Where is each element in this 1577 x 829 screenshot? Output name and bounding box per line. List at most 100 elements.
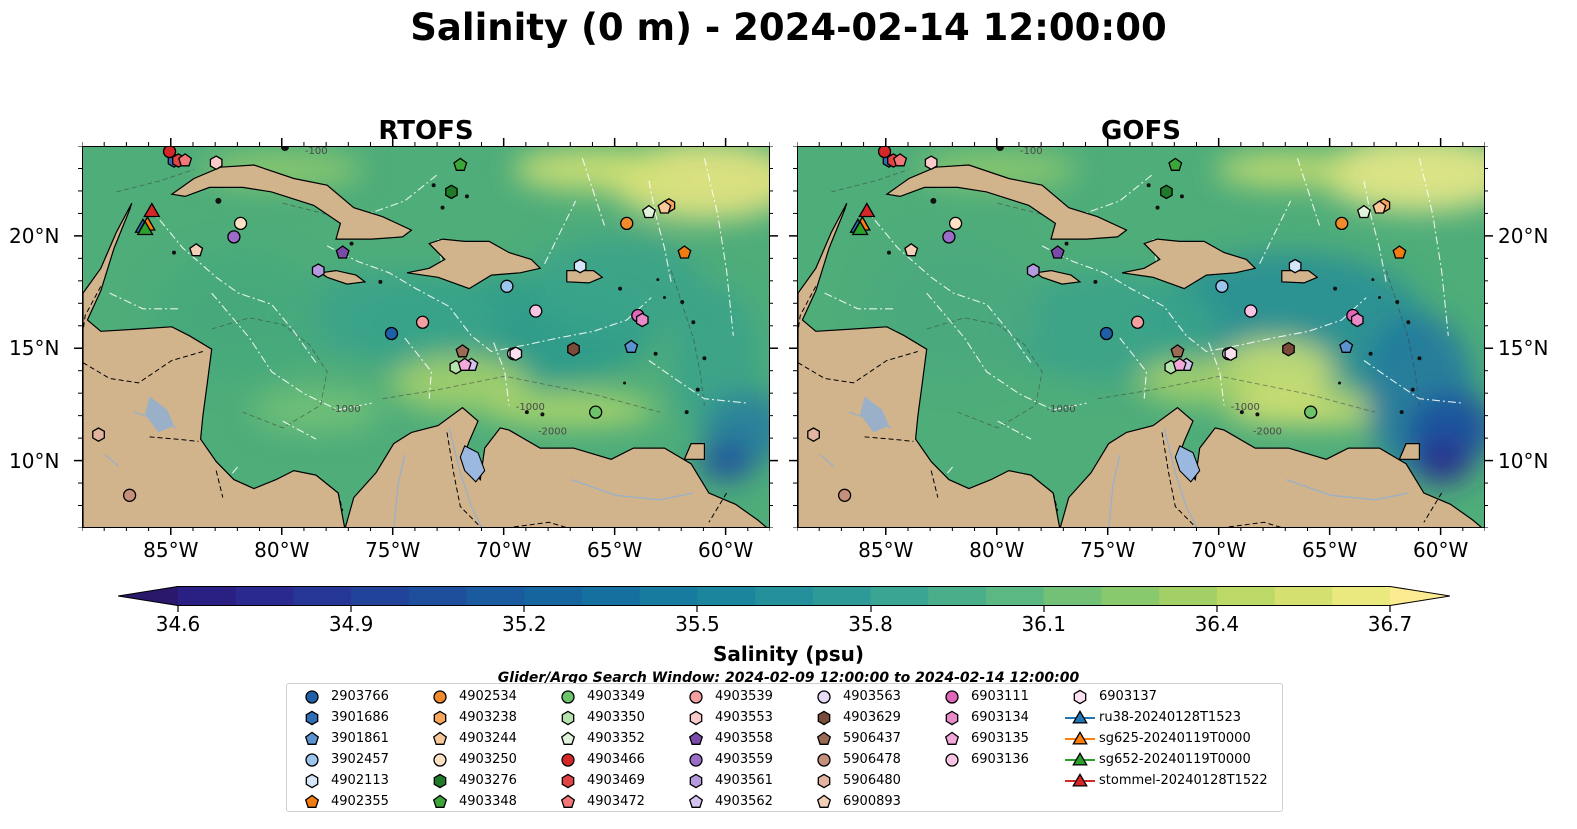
legend-symbol[interactable]: [688, 794, 704, 808]
legend-symbol[interactable]: [560, 731, 576, 745]
legend-symbol[interactable]: [561, 773, 575, 789]
float-4902113[interactable]: [573, 258, 587, 274]
float-5906480[interactable]: [807, 427, 820, 442]
float-5906480[interactable]: [92, 427, 105, 442]
float-4902355[interactable]: [677, 245, 692, 259]
float-3901861[interactable]: [1339, 339, 1354, 353]
legend-symbol[interactable]: [432, 731, 448, 745]
float-4903352[interactable]: [641, 204, 656, 219]
float-4903539[interactable]: [415, 315, 430, 329]
float-6903137[interactable]: [1224, 346, 1238, 362]
float-6903136[interactable]: [1244, 304, 1258, 318]
legend-symbol[interactable]: [561, 690, 575, 704]
legend-symbol[interactable]: [817, 773, 831, 789]
legend-symbol[interactable]: [304, 731, 320, 745]
float-4903250[interactable]: [948, 216, 963, 231]
legend-symbol[interactable]: [816, 731, 832, 745]
float-4903349[interactable]: [589, 405, 603, 419]
float-5906437[interactable]: [455, 344, 470, 358]
glider-stommel-20240128T1522[interactable]: [143, 202, 161, 218]
float-6903137[interactable]: [509, 346, 523, 362]
float-4903472[interactable]: [178, 153, 193, 167]
float-4903561[interactable]: [1026, 263, 1040, 278]
float-4903276[interactable]: [1160, 184, 1173, 200]
legend-symbol[interactable]: [688, 731, 704, 745]
legend-symbol[interactable]: [304, 794, 320, 808]
float-4903466[interactable]: [162, 147, 177, 159]
legend-symbol[interactable]: [689, 710, 703, 726]
float-4903472[interactable]: [893, 153, 908, 167]
legend-symbol[interactable]: [433, 690, 447, 704]
legend-symbol[interactable]: [305, 710, 319, 726]
float-4903558[interactable]: [1050, 245, 1065, 259]
map-panel-rtofs[interactable]: -100 -1000 -1000 -2000: [82, 146, 770, 528]
float-4902534[interactable]: [620, 216, 634, 231]
float-6900893[interactable]: [189, 243, 204, 257]
legend-symbol[interactable]: [817, 710, 831, 726]
float-4903250[interactable]: [233, 216, 248, 231]
float-5906478[interactable]: [837, 488, 852, 502]
float-6903136[interactable]: [529, 304, 543, 318]
float-4903244[interactable]: [1372, 200, 1387, 214]
legend-symbol[interactable]: [945, 710, 959, 726]
legend-symbol[interactable]: [816, 794, 832, 808]
legend-symbol[interactable]: [945, 690, 959, 704]
float-4903559[interactable]: [227, 230, 241, 244]
float-4903349[interactable]: [1304, 405, 1318, 419]
legend-symbol[interactable]: [305, 753, 319, 767]
float-4903348[interactable]: [1168, 157, 1183, 171]
legend-symbol[interactable]: [817, 690, 831, 704]
legend-triangle[interactable]: [1072, 752, 1088, 766]
float-2903766[interactable]: [1099, 326, 1114, 341]
float-4903352[interactable]: [1356, 204, 1371, 219]
float-4903558[interactable]: [335, 245, 350, 259]
float-4903629[interactable]: [1282, 341, 1295, 357]
float-4903553[interactable]: [924, 155, 938, 171]
float-4903539[interactable]: [1130, 315, 1145, 329]
float-4903348[interactable]: [453, 157, 468, 171]
float-4903561[interactable]: [311, 263, 325, 278]
float-6900893[interactable]: [904, 243, 919, 257]
legend-symbol[interactable]: [561, 710, 575, 726]
float-5906437[interactable]: [1170, 344, 1185, 358]
legend-triangle[interactable]: [1072, 773, 1088, 787]
legend-symbol[interactable]: [433, 710, 447, 726]
float-5906478[interactable]: [122, 488, 137, 502]
glider-sg652-20240119T0000[interactable]: [851, 220, 869, 236]
float-6903134[interactable]: [635, 312, 649, 328]
legend-symbol[interactable]: [560, 794, 576, 808]
legend-symbol[interactable]: [689, 690, 703, 704]
legend-symbol[interactable]: [305, 773, 319, 789]
float-3902457[interactable]: [500, 279, 514, 293]
legend-symbol[interactable]: [432, 794, 448, 808]
legend-symbol[interactable]: [945, 753, 959, 767]
legend-symbol[interactable]: [1073, 689, 1087, 705]
float-4903466[interactable]: [877, 147, 892, 159]
legend-triangle[interactable]: [1072, 731, 1088, 745]
legend-symbol[interactable]: [689, 773, 703, 789]
legend-symbol[interactable]: [944, 731, 960, 745]
legend-symbol[interactable]: [817, 753, 831, 767]
float-4903553[interactable]: [209, 155, 223, 171]
float-4903559[interactable]: [942, 230, 956, 244]
legend-triangle[interactable]: [1072, 710, 1088, 724]
glider-sg652-20240119T0000[interactable]: [136, 220, 154, 236]
float-4903244[interactable]: [657, 200, 672, 214]
legend-symbol[interactable]: [433, 753, 447, 767]
float-6903134[interactable]: [1350, 312, 1364, 328]
float-6903135[interactable]: [1172, 357, 1187, 371]
legend-symbol[interactable]: [561, 753, 575, 767]
float-2903766[interactable]: [384, 326, 399, 341]
float-6903135[interactable]: [457, 357, 472, 371]
float-4902534[interactable]: [1335, 216, 1349, 231]
legend-symbol[interactable]: [433, 773, 447, 789]
legend-symbol[interactable]: [305, 690, 319, 704]
glider-stommel-20240128T1522[interactable]: [858, 202, 876, 218]
float-3902457[interactable]: [1215, 279, 1229, 293]
float-3901861[interactable]: [624, 339, 639, 353]
float-4903629[interactable]: [567, 341, 580, 357]
legend-symbol[interactable]: [689, 753, 703, 767]
float-4902355[interactable]: [1392, 245, 1407, 259]
float-4902113[interactable]: [1288, 258, 1302, 274]
map-panel-gofs[interactable]: -100 -1000 -1000 -2000: [797, 146, 1485, 528]
